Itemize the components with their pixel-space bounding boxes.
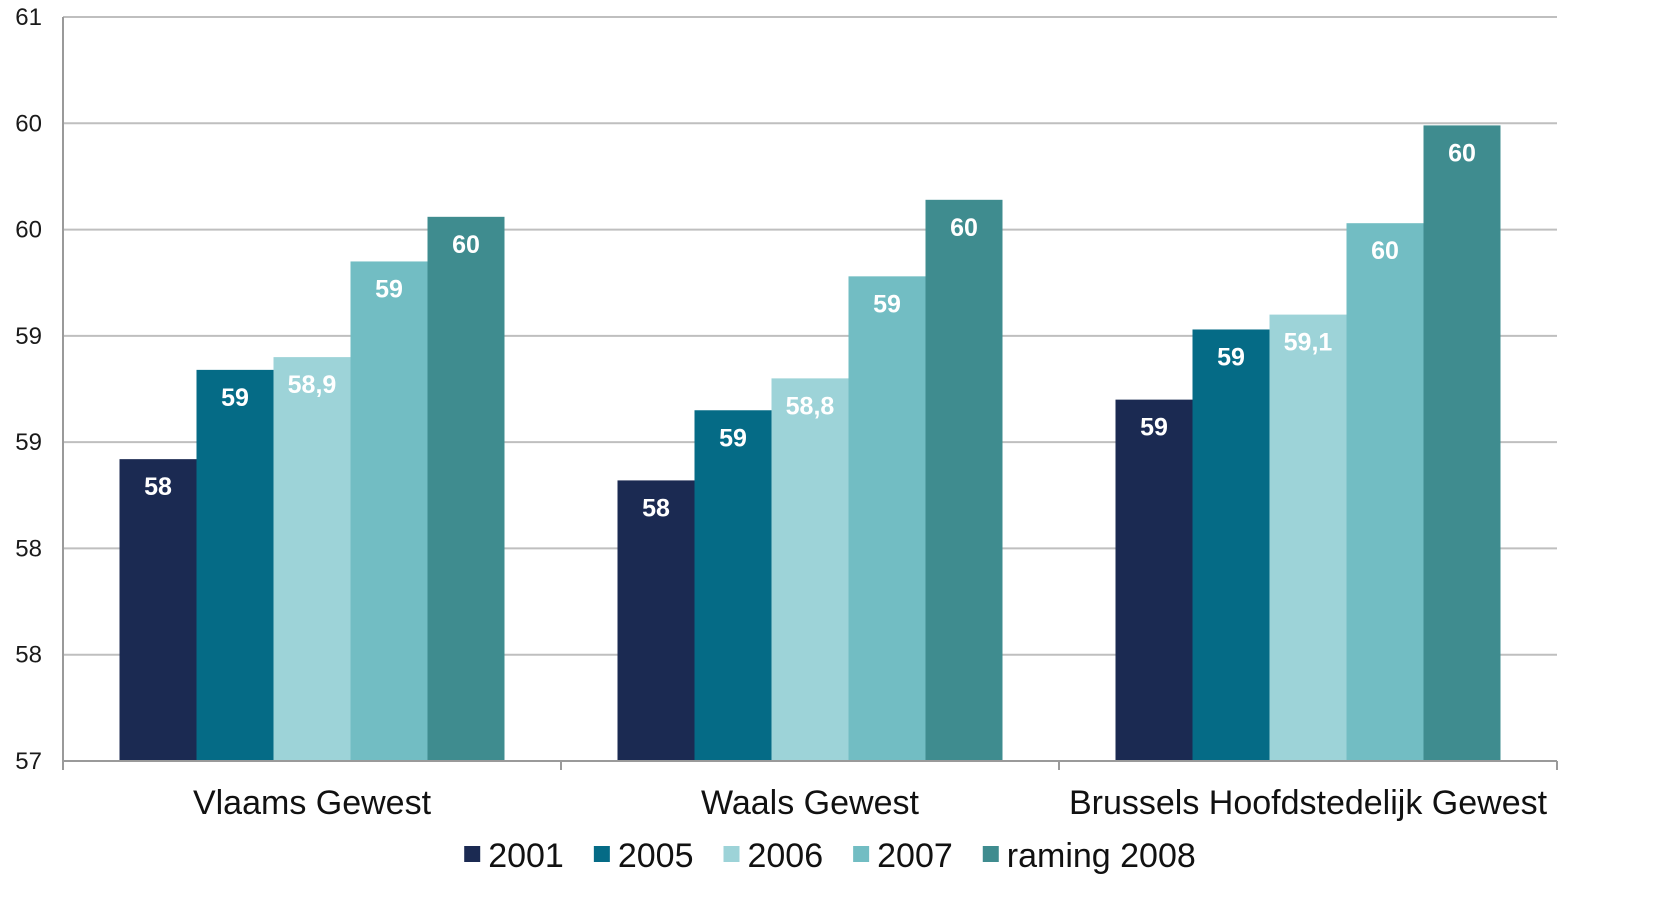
- bar: [1346, 223, 1424, 762]
- data-label: 60: [950, 214, 978, 242]
- data-label: 58: [144, 473, 172, 501]
- y-tick-label: 59: [15, 323, 42, 350]
- data-label: 59,1: [1284, 329, 1333, 357]
- bar: [273, 357, 351, 761]
- bar: [771, 378, 849, 761]
- bars: [119, 125, 1501, 762]
- bar: [694, 410, 772, 761]
- data-label: 59: [1217, 343, 1245, 371]
- bar: [427, 216, 505, 761]
- legend-label: raming 2008: [1007, 837, 1196, 875]
- data-label: 60: [1371, 237, 1399, 265]
- bar: [1115, 399, 1193, 761]
- legend-swatch: [593, 846, 610, 862]
- y-tick-label: 60: [15, 217, 42, 244]
- data-label: 58,8: [786, 392, 835, 420]
- bar: [617, 480, 695, 761]
- category-label: Waals Gewest: [701, 784, 919, 822]
- y-tick-label: 59: [15, 429, 42, 456]
- axes: 57 58 58 59 59 60 60 61 Vlaams Gewest Waals Gewes…: [15, 4, 1558, 822]
- data-label: 59: [375, 275, 403, 303]
- legend-label: 2001: [488, 837, 564, 875]
- data-label: 59: [1140, 414, 1168, 442]
- data-label: 59: [719, 424, 747, 452]
- data-label: 58: [642, 494, 670, 522]
- bar: [1192, 329, 1270, 761]
- y-tick-label: 61: [15, 4, 42, 31]
- data-label: 59: [873, 290, 901, 318]
- y-tick-label: 57: [15, 748, 42, 775]
- bar: [196, 369, 274, 761]
- bar: [925, 199, 1003, 762]
- data-label: 60: [1448, 139, 1476, 167]
- data-label: 58,9: [288, 371, 337, 399]
- legend-swatch: [723, 846, 740, 862]
- legend-label: 2006: [747, 837, 823, 875]
- legend-swatch: [982, 846, 999, 862]
- y-tick-label: 58: [15, 642, 42, 669]
- bar: [1423, 125, 1501, 761]
- y-tick-label: 60: [15, 110, 42, 137]
- legend: 2001 2005 2006 2007 raming 2008: [464, 837, 1196, 875]
- legend-swatch: [464, 846, 481, 862]
- legend-swatch: [853, 846, 870, 862]
- bar: [1269, 314, 1347, 761]
- y-tick-label: 58: [15, 535, 42, 562]
- category-label: Brussels Hoofdstedelijk Gewest: [1069, 784, 1548, 822]
- legend-label: 2005: [618, 837, 694, 875]
- bar: [350, 261, 428, 761]
- data-labels: 58 59 58,9 59 60 58 59 58,8 59 60 59 59 59,1 60 60: [144, 139, 1476, 522]
- bar: [119, 459, 197, 761]
- category-label: Vlaams Gewest: [193, 784, 432, 822]
- bar: [848, 276, 926, 761]
- data-label: 59: [221, 384, 249, 412]
- data-label: 60: [452, 231, 480, 259]
- legend-label: 2007: [877, 837, 953, 875]
